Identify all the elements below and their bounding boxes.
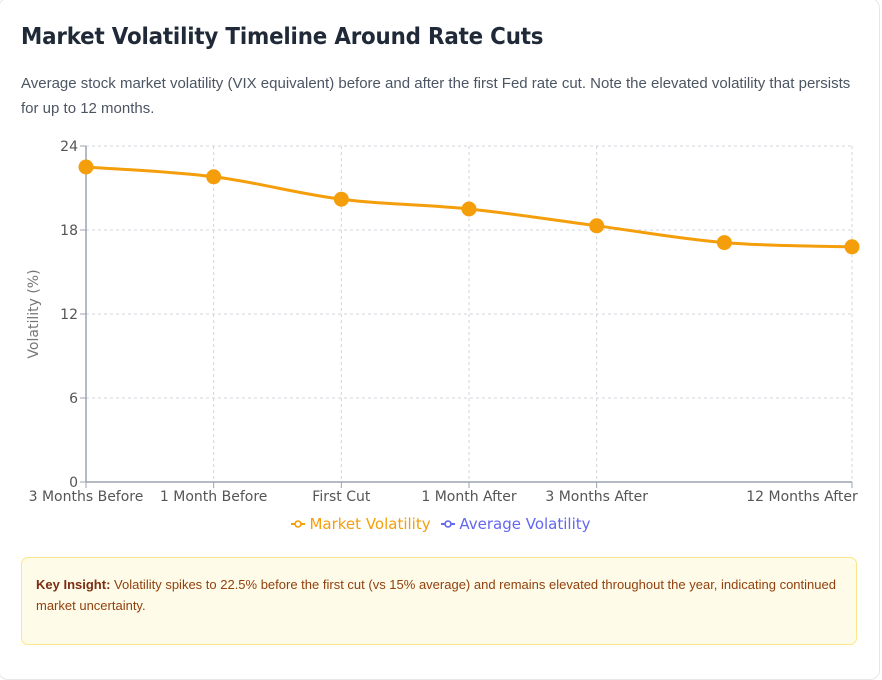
data-point bbox=[78, 159, 94, 175]
legend-label: Average Volatility bbox=[459, 515, 591, 533]
x-tick-label: 1 Month After bbox=[421, 489, 517, 505]
y-tick-label: 24 bbox=[60, 139, 78, 155]
y-tick-label: 18 bbox=[60, 223, 78, 239]
y-axis-ticks: 0 6 12 18 24 bbox=[60, 139, 86, 491]
data-point bbox=[333, 191, 349, 207]
x-tick-label: 3 Months Before bbox=[29, 489, 144, 505]
x-axis-ticks: 3 Months Before 1 Month Before First Cut 1 … bbox=[29, 482, 858, 505]
chart-legend: Market Volatility Average Volatility bbox=[0, 515, 882, 533]
y-tick-label: 0 bbox=[69, 475, 78, 491]
data-point bbox=[716, 235, 732, 251]
legend-item-market-volatility[interactable]: Market Volatility bbox=[291, 515, 431, 533]
page-title: Market Volatility Timeline Around Rate C… bbox=[21, 24, 544, 50]
x-tick-label: 1 Month Before bbox=[160, 489, 267, 505]
legend-label: Market Volatility bbox=[309, 515, 431, 533]
data-point bbox=[589, 218, 605, 234]
insight-label: Key Insight: bbox=[36, 577, 111, 592]
page-subtitle: Average stock market volatility (VIX equ… bbox=[21, 75, 851, 117]
y-tick-label: 6 bbox=[69, 391, 78, 407]
key-insight-box: Key Insight: Volatility spikes to 22.5% … bbox=[21, 557, 857, 645]
x-tick-label: 3 Months After bbox=[545, 489, 648, 505]
data-point bbox=[844, 239, 860, 255]
data-point bbox=[206, 169, 222, 185]
series-layer bbox=[78, 159, 860, 255]
x-tick-label: 12 Months After bbox=[746, 489, 858, 505]
grid-lines bbox=[86, 145, 853, 482]
data-point bbox=[461, 201, 477, 217]
x-tick-label: First Cut bbox=[312, 489, 371, 505]
legend-line-marker-icon bbox=[291, 520, 306, 528]
line-chart: 0 6 12 18 24 3 Months Before 1 Month Before Fi… bbox=[26, 139, 860, 505]
insight-text: Volatility spikes to 22.5% before the fi… bbox=[36, 577, 836, 613]
legend-line-marker-icon bbox=[441, 520, 456, 528]
y-tick-label: 12 bbox=[60, 307, 78, 323]
legend-item-average-volatility[interactable]: Average Volatility bbox=[441, 515, 591, 533]
y-axis-title: Volatility (%) bbox=[26, 269, 42, 358]
